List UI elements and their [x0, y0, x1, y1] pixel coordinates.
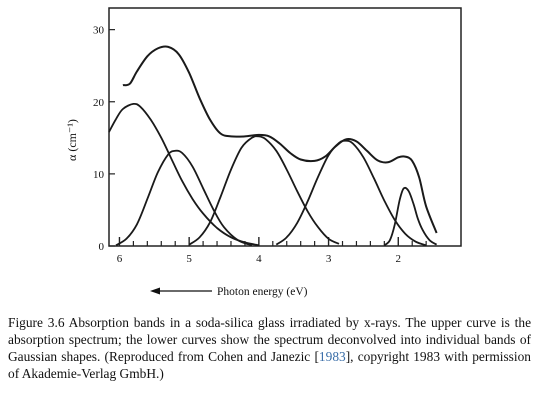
x-tick-label: 3: [326, 253, 332, 265]
y-axis-label: α (cm⁻¹): [65, 119, 79, 161]
figure-caption: Figure 3.6 Absorption bands in a soda-si…: [8, 314, 531, 382]
x-axis: 6 5 4 3 2: [117, 237, 427, 265]
y-tick-label: 20: [93, 97, 105, 109]
plot-frame: [108, 7, 462, 247]
x-tick-label: 2: [396, 253, 402, 265]
absorption-chart: 0 10 20 30 6 5 4 3 2 α (cm⁻¹) Photon energy (eV…: [65, 7, 462, 298]
x-tick-label: 5: [186, 253, 192, 265]
gaussian-band-curve-5: [383, 186, 438, 247]
caption-text: Absorption bands in a soda-silica glass …: [8, 315, 532, 364]
gaussian-band-curve-3: [188, 135, 340, 246]
caption-text-end: ], copyright 1983 with permission of Aka…: [8, 349, 532, 381]
figure-label: Figure 3.6: [8, 315, 65, 330]
y-tick-label: 0: [99, 241, 105, 253]
x-tick-label: 4: [256, 253, 262, 265]
y-tick-label: 10: [93, 169, 105, 181]
citation-link[interactable]: 1983: [318, 349, 346, 364]
gaussian-band-curve-2: [115, 149, 253, 247]
x-tick-label: 6: [117, 253, 123, 265]
x-axis-label: Photon energy (eV): [217, 286, 308, 298]
gaussian-band-curve-4: [275, 139, 427, 247]
gaussian-band-curve-1: [108, 102, 260, 247]
y-axis: 0 10 20 30: [93, 25, 115, 253]
curves: [108, 45, 438, 247]
direction-arrow: [150, 287, 212, 295]
absorption-spectrum-curve: [122, 45, 438, 234]
y-tick-label: 30: [93, 25, 105, 37]
